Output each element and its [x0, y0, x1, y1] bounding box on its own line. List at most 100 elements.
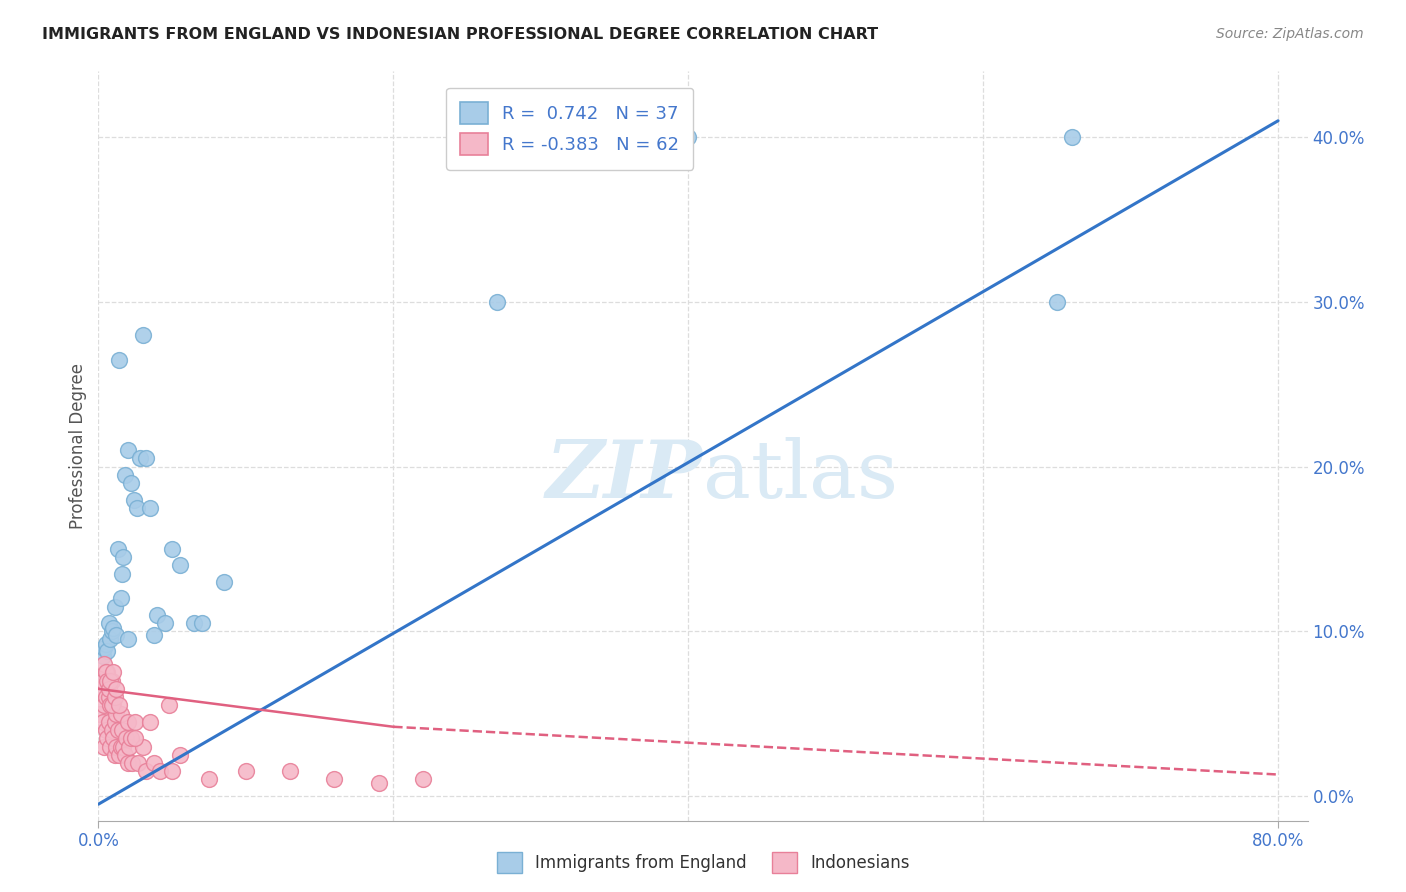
- Point: [112, 550, 135, 565]
- Point: [98, 739, 121, 754]
- Point: [98, 673, 121, 688]
- Point: [117, 756, 139, 770]
- Point: [131, 739, 153, 754]
- Point: [323, 772, 346, 787]
- Point: [128, 451, 150, 466]
- Point: [146, 607, 169, 622]
- Point: [1046, 294, 1069, 309]
- Text: Source: ZipAtlas.com: Source: ZipAtlas.com: [1216, 27, 1364, 41]
- Point: [97, 615, 120, 630]
- Point: [96, 665, 118, 680]
- Point: [114, 467, 136, 482]
- Point: [143, 627, 166, 641]
- Point: [96, 644, 118, 658]
- Point: [131, 327, 153, 342]
- Legend: Immigrants from England, Indonesians: Immigrants from England, Indonesians: [489, 846, 917, 880]
- Point: [111, 566, 134, 581]
- Point: [157, 698, 180, 713]
- Point: [104, 599, 127, 614]
- Point: [124, 731, 146, 746]
- Point: [124, 714, 146, 729]
- Point: [183, 615, 205, 630]
- Point: [110, 591, 132, 606]
- Y-axis label: Professional Degree: Professional Degree: [69, 363, 87, 529]
- Point: [93, 698, 115, 713]
- Text: IMMIGRANTS FROM ENGLAND VS INDONESIAN PROFESSIONAL DEGREE CORRELATION CHART: IMMIGRANTS FROM ENGLAND VS INDONESIAN PR…: [42, 27, 879, 42]
- Point: [153, 615, 176, 630]
- Point: [127, 756, 149, 770]
- Point: [104, 690, 127, 705]
- Point: [1060, 130, 1083, 145]
- Point: [108, 698, 131, 713]
- Point: [117, 443, 139, 458]
- Point: [117, 714, 139, 729]
- Point: [94, 665, 117, 680]
- Point: [115, 731, 138, 746]
- Point: [110, 706, 132, 721]
- Point: [104, 747, 127, 762]
- Point: [98, 632, 121, 647]
- Point: [114, 747, 136, 762]
- Point: [101, 698, 124, 713]
- Point: [91, 714, 114, 729]
- Point: [101, 731, 124, 746]
- Point: [97, 681, 120, 696]
- Point: [94, 690, 117, 705]
- Point: [125, 500, 148, 515]
- Point: [485, 294, 508, 309]
- Point: [122, 492, 145, 507]
- Point: [121, 756, 143, 770]
- Point: [93, 640, 115, 655]
- Point: [198, 772, 221, 787]
- Text: atlas: atlas: [703, 437, 898, 515]
- Point: [97, 714, 120, 729]
- Point: [135, 764, 157, 779]
- Point: [90, 681, 112, 696]
- Point: [94, 723, 117, 737]
- Point: [101, 621, 124, 635]
- Point: [111, 723, 134, 737]
- Point: [120, 731, 142, 746]
- Point: [101, 665, 124, 680]
- Point: [93, 739, 115, 754]
- Point: [108, 747, 131, 762]
- Point: [108, 352, 131, 367]
- Point: [169, 747, 191, 762]
- Point: [100, 723, 122, 737]
- Point: [100, 624, 122, 639]
- Point: [117, 632, 139, 647]
- Legend: R =  0.742   N = 37, R = -0.383   N = 62: R = 0.742 N = 37, R = -0.383 N = 62: [446, 88, 693, 169]
- Point: [100, 673, 122, 688]
- Point: [112, 739, 135, 754]
- Point: [235, 764, 257, 779]
- Point: [93, 657, 115, 672]
- Point: [98, 698, 121, 713]
- Point: [412, 772, 434, 787]
- Point: [105, 627, 128, 641]
- Point: [118, 739, 141, 754]
- Point: [91, 673, 114, 688]
- Point: [110, 739, 132, 754]
- Point: [94, 637, 117, 651]
- Point: [278, 764, 301, 779]
- Point: [105, 739, 128, 754]
- Point: [149, 764, 172, 779]
- Point: [139, 500, 162, 515]
- Point: [96, 731, 118, 746]
- Point: [367, 776, 389, 790]
- Point: [143, 756, 166, 770]
- Point: [169, 558, 191, 573]
- Point: [104, 714, 127, 729]
- Point: [96, 673, 118, 688]
- Point: [97, 690, 120, 705]
- Point: [105, 706, 128, 721]
- Point: [135, 451, 157, 466]
- Text: ZIP: ZIP: [546, 437, 703, 515]
- Point: [212, 574, 235, 589]
- Point: [100, 698, 122, 713]
- Point: [139, 714, 162, 729]
- Point: [678, 130, 700, 145]
- Point: [160, 764, 183, 779]
- Point: [190, 615, 212, 630]
- Point: [107, 723, 129, 737]
